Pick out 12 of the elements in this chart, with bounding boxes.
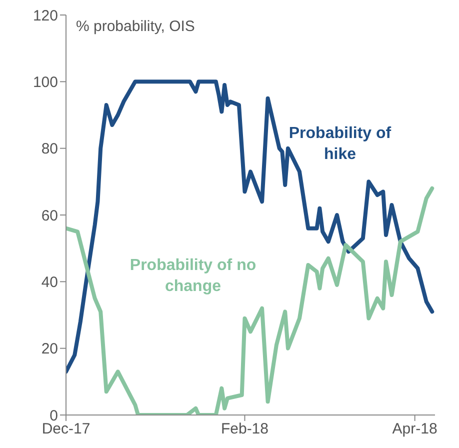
y-tick-label: 40	[41, 274, 58, 291]
y-tick-label: 100	[32, 74, 58, 91]
y-tick-label: 120	[32, 7, 58, 24]
line-series	[66, 80, 434, 374]
y-tick-label: 20	[41, 340, 58, 358]
x-tick-label: Feb-18	[220, 420, 268, 438]
y-tick-label: 80	[41, 140, 58, 158]
y-tick-label: 60	[41, 207, 58, 224]
y-axis-title: % probability, OIS	[76, 18, 195, 35]
series-label: Probability of hike	[288, 124, 392, 165]
series-label: Probability of no change	[128, 256, 258, 297]
x-tick-label: Apr-18	[392, 420, 438, 438]
